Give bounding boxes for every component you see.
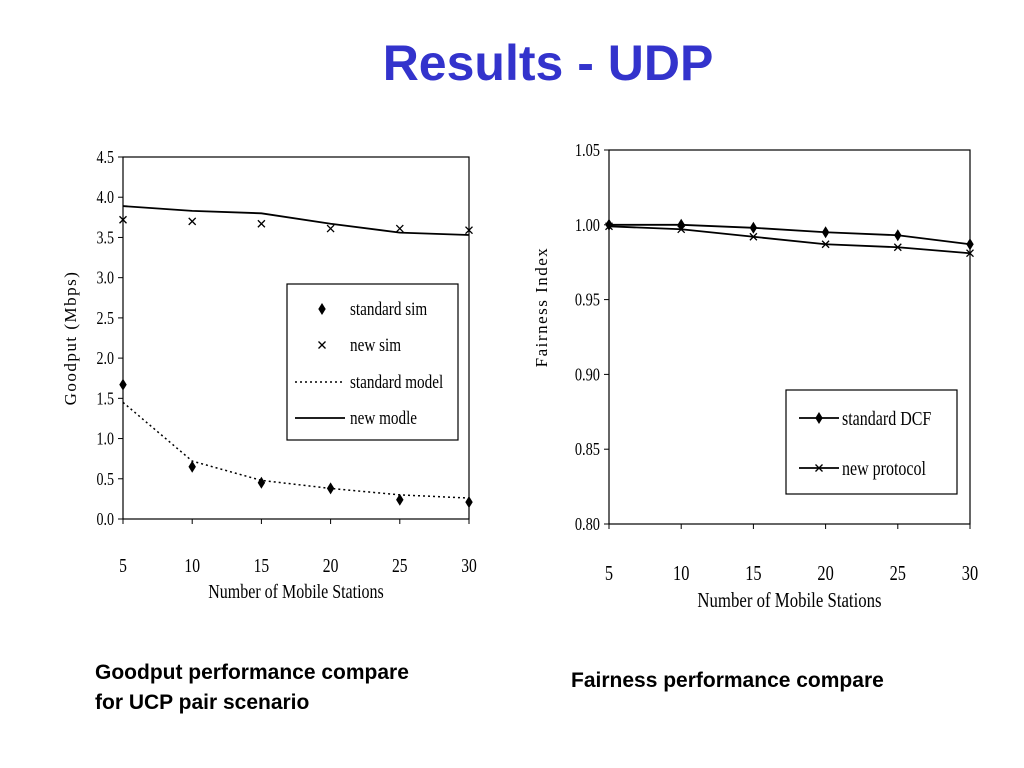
x-tick-label: 15 xyxy=(254,554,270,576)
new-sim-point xyxy=(257,219,266,228)
y-tick-label: 0.95 xyxy=(575,289,600,310)
new-sim-point xyxy=(465,226,473,235)
new-protocol-point xyxy=(749,232,758,241)
new-sim-point xyxy=(188,217,197,226)
goodput-legend: standard sim new sim standard model new mod… xyxy=(286,283,459,441)
y-tick-label: 1.05 xyxy=(575,139,600,160)
goodput-caption: Goodput performance compare for UCP pair… xyxy=(95,658,409,718)
standard-dcf-point xyxy=(821,226,830,239)
series-new-modle-line xyxy=(122,205,470,236)
x-tick-label: 5 xyxy=(119,554,127,576)
y-tick-label: 4.0 xyxy=(96,189,114,208)
new-protocol-point xyxy=(605,222,613,231)
x-tick-label: 20 xyxy=(323,554,339,576)
standard-sim-point xyxy=(396,493,404,506)
y-axis-label: Goodput (Mbps) xyxy=(61,271,80,406)
y-tick-label: 1.0 xyxy=(96,430,114,449)
standard-sim-point xyxy=(326,482,335,495)
x-tick-label: 30 xyxy=(962,562,978,585)
legend-standard-sim-symbol xyxy=(318,303,326,315)
y-tick-label: 3.5 xyxy=(96,229,114,248)
x-tick-label: 25 xyxy=(890,562,906,585)
series-standard-model-line xyxy=(122,401,470,499)
y-tick-label: 0.80 xyxy=(575,513,600,534)
plot-area xyxy=(122,156,470,520)
standard-dcf-point xyxy=(966,238,974,251)
fairness-legend: standard DCF new protocol xyxy=(785,389,958,495)
series-standard-dcf-line xyxy=(609,223,971,246)
new-sim-point xyxy=(119,215,127,224)
y-tick-label: 0.90 xyxy=(575,364,600,385)
x-axis-label: Number of Mobile Stations xyxy=(208,580,384,602)
y-tick-label: 0.0 xyxy=(96,511,114,530)
legend-label: standard model xyxy=(350,371,443,392)
y-tick-label: 3.0 xyxy=(96,269,114,288)
standard-dcf-point xyxy=(894,229,902,242)
fairness-caption: Fairness performance compare xyxy=(571,666,884,696)
new-protocol-point xyxy=(893,243,902,252)
standard-dcf-point xyxy=(749,221,758,234)
legend-box xyxy=(286,283,459,441)
y-tick-label: 2.0 xyxy=(96,350,114,369)
new-sim-point xyxy=(395,224,404,233)
standard-sim-point xyxy=(119,378,127,391)
new-protocol-point xyxy=(966,249,974,258)
new-sim-point xyxy=(326,224,335,233)
legend-label: standard DCF xyxy=(842,407,931,429)
standard-sim-point xyxy=(257,476,266,489)
legend-standard-dcf-symbol xyxy=(815,412,823,424)
y-tick-label: 0.5 xyxy=(96,470,114,489)
y-tick-label: 1.5 xyxy=(96,390,114,409)
x-tick-label: 25 xyxy=(392,554,408,576)
fairness-caption-text: Fairness performance compare xyxy=(571,669,884,692)
y-tick-label: 1.00 xyxy=(575,214,600,235)
fairness-chart: 0.80 0.85 0.90 0.95 1.00 1.05 5 10 15 20 25 30 Numbe… xyxy=(532,139,978,612)
legend-label: standard sim xyxy=(350,298,428,319)
x-tick-label: 20 xyxy=(817,562,833,585)
x-tick-label: 10 xyxy=(673,562,689,585)
goodput-chart: 0.0 0.5 1.0 1.5 2.0 2.5 3.0 3.5 4.0 4.5 5 10 15 20 25 3… xyxy=(61,149,477,603)
legend-box xyxy=(785,389,958,495)
plot-area xyxy=(608,149,971,525)
goodput-caption-line-1: Goodput performance compare xyxy=(95,661,409,684)
legend-label: new sim xyxy=(350,334,402,355)
x-tick-label: 10 xyxy=(184,554,200,576)
y-axis-label: Fairness Index xyxy=(532,247,551,368)
new-protocol-point xyxy=(677,225,686,234)
x-axis-label: Number of Mobile Stations xyxy=(697,589,881,612)
x-tick-label: 15 xyxy=(745,562,761,585)
slide-title: Results - UDP xyxy=(382,35,714,91)
legend-label: new modle xyxy=(350,407,417,428)
legend-new-protocol-symbol xyxy=(815,464,823,472)
legend-label: new protocol xyxy=(842,457,926,479)
standard-sim-point xyxy=(465,496,473,509)
y-tick-label: 0.85 xyxy=(575,439,600,460)
legend-new-sim-symbol xyxy=(318,341,326,349)
goodput-caption-line-2: for UCP pair scenario xyxy=(95,691,310,714)
new-protocol-point xyxy=(821,240,830,249)
x-tick-label: 5 xyxy=(605,562,613,585)
series-new-protocol-line xyxy=(608,225,971,255)
y-tick-label: 2.5 xyxy=(96,309,114,328)
x-tick-label: 30 xyxy=(461,554,477,576)
standard-sim-point xyxy=(188,460,196,473)
y-tick-label: 4.5 xyxy=(96,149,114,168)
